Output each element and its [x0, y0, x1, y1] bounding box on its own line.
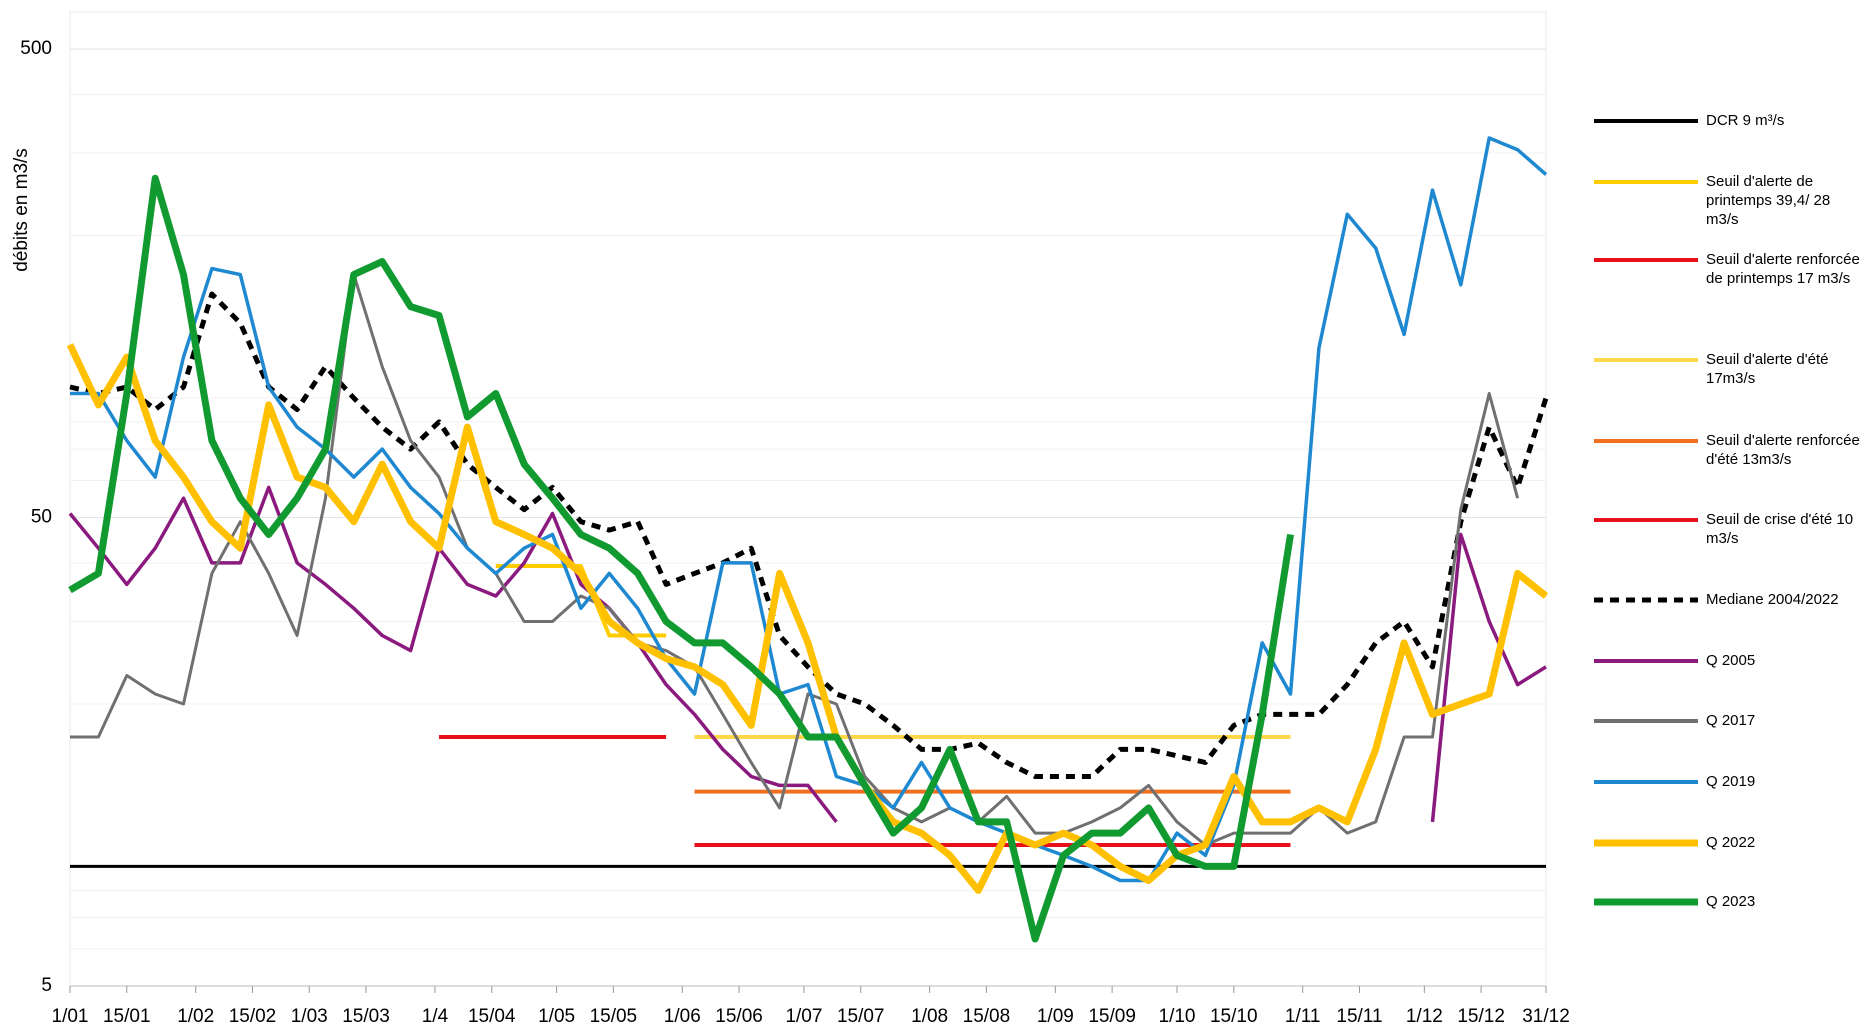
legend-label: Q 2022	[1706, 834, 1756, 851]
legend-label: Q 2005	[1706, 652, 1756, 669]
legend-label: Seuil d'alerte de printemps 39,4/ 28 m3/…	[1706, 173, 1831, 228]
x-tick-label: 1/08	[911, 1006, 948, 1027]
x-tick-label: 1/09	[1037, 1006, 1074, 1027]
plot-area	[69, 11, 1547, 987]
y-tick-label: 5	[41, 975, 52, 996]
series-line	[70, 273, 1520, 847]
legend-label: Seuil d'alerte renforcée d'été 13m3/s	[1706, 432, 1860, 468]
x-tick-label: 1/03	[291, 1006, 328, 1027]
x-tick-label: 1/01	[52, 1006, 89, 1027]
x-tick-label: 1/10	[1159, 1006, 1196, 1027]
y-axis-label: débits en m3/s	[11, 148, 32, 272]
x-tick-label: 15/02	[229, 1006, 277, 1027]
x-tick-label: 31/12	[1522, 1006, 1570, 1027]
x-tick-label: 15/09	[1088, 1006, 1136, 1027]
legend-label: Q 2019	[1706, 773, 1756, 790]
legend-label: DCR 9 m³/s	[1706, 112, 1785, 129]
legend-label: Mediane 2004/2022	[1706, 591, 1839, 608]
x-tick-label: 1/06	[664, 1006, 701, 1027]
x-tick-label: 15/06	[715, 1006, 763, 1027]
series-line	[68, 485, 1547, 823]
series-line	[66, 343, 1549, 894]
y-tick-label: 500	[20, 38, 52, 59]
x-tick-label: 15/05	[590, 1006, 638, 1027]
x-tick-label: 1/05	[538, 1006, 575, 1027]
x-tick-label: 15/11	[1336, 1006, 1382, 1027]
y-tick-label: 50	[31, 507, 52, 528]
x-tick-label: 15/03	[342, 1006, 390, 1027]
legend-label: Q 2023	[1706, 893, 1756, 910]
x-tick-label: 1/02	[177, 1006, 214, 1027]
series-line	[69, 291, 1549, 779]
legend-label: Seuil de crise d'été 10 m3/s	[1706, 511, 1854, 547]
x-tick-label: 15/07	[837, 1006, 885, 1027]
series-line	[68, 174, 1294, 943]
legend-label: Q 2017	[1706, 712, 1756, 729]
x-tick-label: 15/08	[963, 1006, 1011, 1027]
x-tick-label: 1/4	[422, 1006, 449, 1027]
x-tick-label: 1/07	[785, 1006, 822, 1027]
series-lines	[66, 136, 1549, 943]
x-tick-label: 15/12	[1457, 1006, 1505, 1027]
x-tick-label: 1/11	[1285, 1006, 1321, 1027]
x-tick-label: 15/04	[468, 1006, 516, 1027]
x-tick-label: 15/10	[1210, 1006, 1258, 1027]
series-line	[495, 564, 667, 638]
x-tick-label: 15/01	[103, 1006, 151, 1027]
series-line	[70, 136, 1548, 883]
x-tick-label: 1/12	[1406, 1006, 1443, 1027]
legend-label: Seuil d'alerte renforcée de printemps 17…	[1706, 251, 1860, 287]
legend-label: Seuil d'alerte d'été 17m3/s	[1706, 351, 1829, 387]
